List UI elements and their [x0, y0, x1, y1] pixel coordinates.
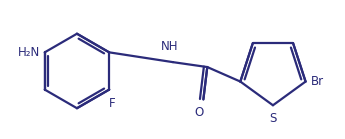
Text: F: F: [109, 97, 116, 110]
Text: Br: Br: [310, 75, 324, 88]
Text: S: S: [269, 112, 277, 125]
Text: H₂N: H₂N: [18, 46, 40, 59]
Text: NH: NH: [161, 40, 179, 53]
Text: O: O: [195, 106, 204, 119]
